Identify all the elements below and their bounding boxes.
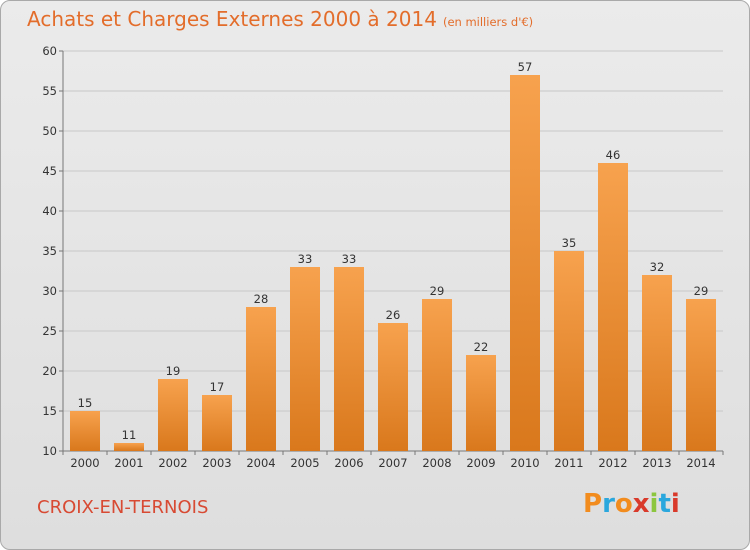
logo-letter: x	[632, 489, 650, 519]
bar	[510, 75, 540, 451]
bar	[642, 275, 672, 451]
x-tick-label: 2011	[554, 456, 583, 470]
bar	[246, 307, 276, 451]
y-tick-label: 45	[42, 164, 57, 178]
logo-letter: r	[602, 489, 615, 519]
y-tick-label: 30	[42, 284, 57, 298]
bar-value-label: 32	[650, 260, 665, 274]
x-tick-label: 2000	[70, 456, 99, 470]
bar	[378, 323, 408, 451]
y-tick-label: 40	[42, 204, 57, 218]
bars	[70, 75, 716, 451]
bar-value-label: 46	[606, 148, 621, 162]
bar-value-label: 33	[298, 252, 313, 266]
x-tick-label: 2007	[378, 456, 407, 470]
x-tick-label: 2013	[642, 456, 671, 470]
x-tick-label: 2009	[466, 456, 495, 470]
x-tick-label: 2010	[510, 456, 539, 470]
bar	[202, 395, 232, 451]
location-name: CROIX-EN-TERNOIS	[37, 497, 209, 518]
labels: 10 15 20 25 30 35 40 45 50 55 60 15 2000 11 2001 19 2002…	[42, 44, 715, 470]
y-tick-label: 15	[42, 404, 57, 418]
bar-value-label: 22	[474, 340, 489, 354]
y-tick-label: 20	[42, 364, 57, 378]
y-tick-label: 10	[42, 444, 57, 458]
x-tick-label: 2012	[598, 456, 627, 470]
bar	[466, 355, 496, 451]
bar	[70, 411, 100, 451]
chart-title-line: Achats et Charges Externes 2000 à 2014 (e…	[27, 7, 533, 31]
bar	[114, 443, 144, 451]
logo-letter: t	[658, 489, 671, 519]
bar	[598, 163, 628, 451]
bar	[422, 299, 452, 451]
bar-value-label: 19	[166, 364, 181, 378]
bar-value-label: 15	[78, 396, 93, 410]
x-tick-label: 2001	[114, 456, 143, 470]
logo-letter: P	[583, 489, 603, 519]
chart-unit: (en milliers d'€)	[442, 15, 534, 29]
bar-value-label: 57	[518, 60, 533, 74]
bar	[334, 267, 364, 451]
logo-letter: i	[670, 489, 680, 519]
bar-value-label: 29	[430, 284, 445, 298]
y-tick-label: 50	[42, 124, 57, 138]
proxiti-logo: Proxiti	[583, 489, 680, 519]
logo-letter: i	[649, 489, 659, 519]
y-tick-label: 35	[42, 244, 57, 258]
bar-value-label: 28	[254, 292, 269, 306]
bar	[554, 251, 584, 451]
x-tick-label: 2003	[202, 456, 231, 470]
logo-letter: o	[614, 489, 633, 519]
bar	[686, 299, 716, 451]
y-tick-label: 25	[42, 324, 57, 338]
x-tick-label: 2005	[290, 456, 319, 470]
chart-title: Achats et Charges Externes 2000 à 2014	[27, 7, 437, 31]
bar	[290, 267, 320, 451]
x-tick-label: 2008	[422, 456, 451, 470]
bar-value-label: 35	[562, 236, 577, 250]
x-tick-label: 2002	[158, 456, 187, 470]
x-tick-label: 2006	[334, 456, 363, 470]
x-tick-label: 2014	[686, 456, 715, 470]
y-tick-label: 55	[42, 84, 57, 98]
bar-value-label: 33	[342, 252, 357, 266]
bar	[158, 379, 188, 451]
x-tick-label: 2004	[246, 456, 275, 470]
bar-value-label: 11	[122, 428, 137, 442]
bar-value-label: 29	[694, 284, 709, 298]
bar-value-label: 26	[386, 308, 401, 322]
y-tick-label: 60	[42, 44, 57, 58]
bar-value-label: 17	[210, 380, 225, 394]
